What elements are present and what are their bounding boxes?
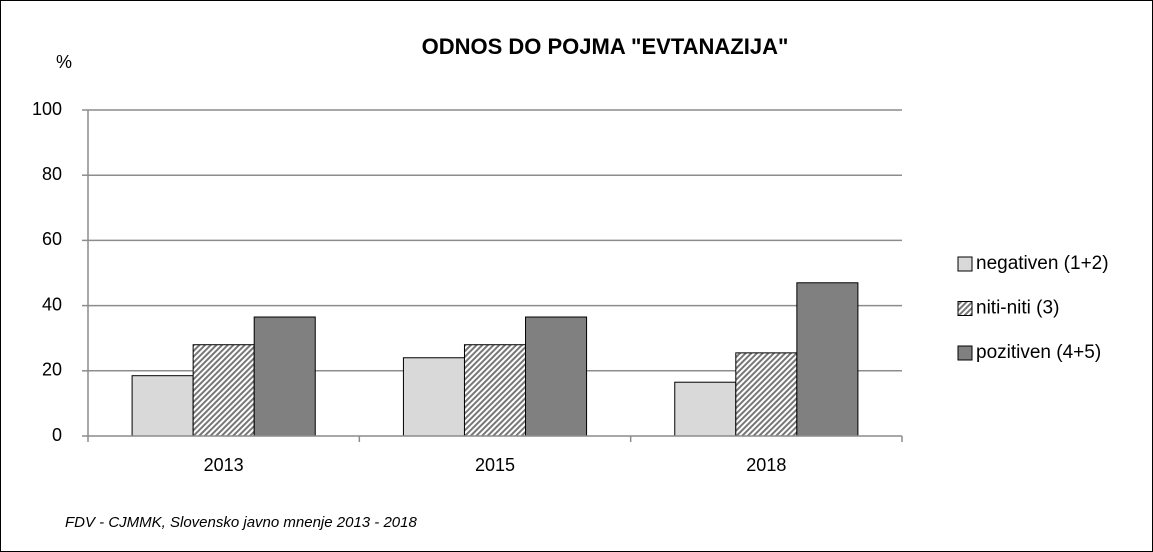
legend-label: negativen (1+2) [976,253,1109,274]
legend-swatch [957,345,973,361]
bar [674,381,737,437]
y-tick-label: 20 [42,360,62,380]
y-axis-label: % [56,52,72,72]
bar [192,344,255,437]
bar [131,375,194,437]
legend-swatch [957,256,973,272]
bar [796,282,859,437]
bar [735,352,798,437]
y-tick-label: 80 [42,164,62,184]
bar [525,316,588,437]
legend-swatch [957,301,973,316]
x-tick-label: 2013 [204,455,244,475]
bar [253,316,316,437]
bar [463,344,527,437]
x-tick-label: 2018 [746,455,786,475]
legend-label: pozitiven (4+5) [976,342,1101,363]
chart-title: ODNOS DO POJMA "EVTANAZIJA" [422,34,789,59]
y-tick-label: 100 [32,99,62,119]
source: FDV - CJMMK, Slovensko javno mnenje 2013… [65,514,417,531]
y-tick-label: 60 [42,229,62,249]
y-tick-label: 40 [42,294,62,314]
bar [402,357,465,437]
y-tick-label: 0 [52,425,62,445]
x-tick-label: 2015 [475,455,515,475]
legend-label: niti-niti (3) [976,298,1059,319]
